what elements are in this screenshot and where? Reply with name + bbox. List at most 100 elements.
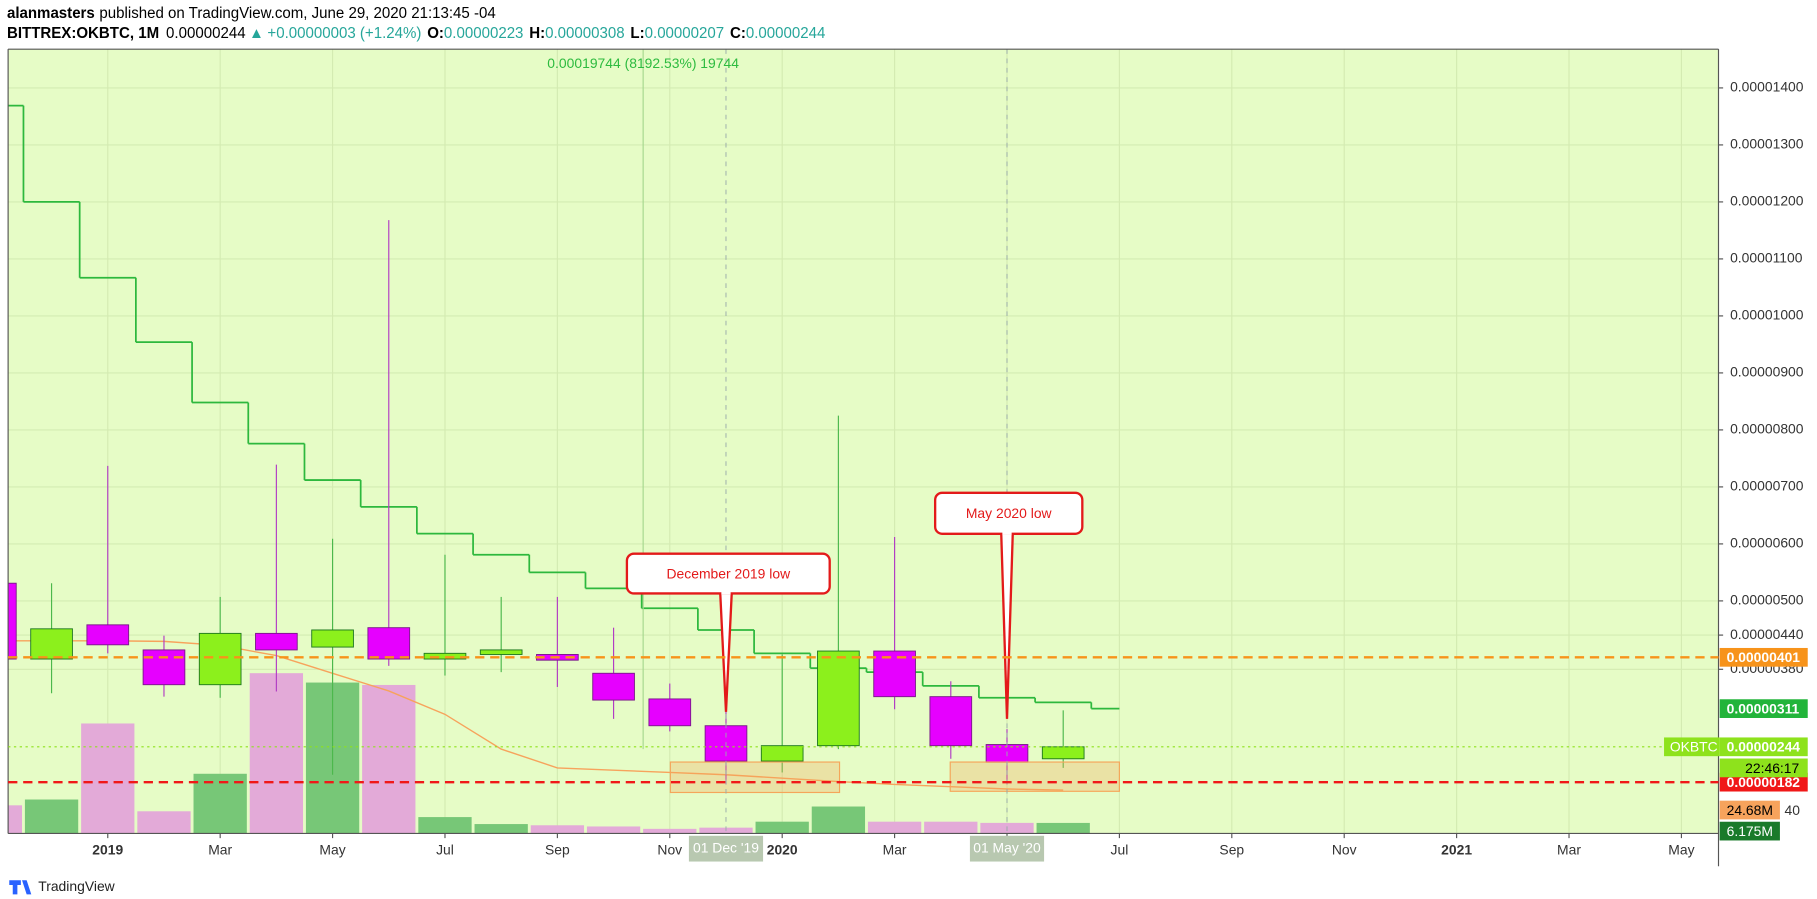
volume-bar	[8, 805, 23, 834]
y-tick-label: 0.00000900	[1730, 364, 1804, 380]
published: published on TradingView.com, June 29, 2…	[99, 5, 495, 22]
marker-prefix: OKBTC	[1670, 739, 1718, 755]
header-line2: BITTREX:OKBTC, 1M 0.00000244 ▲ +0.00000003 …	[7, 25, 825, 42]
y-tick-label: 0.00001300	[1730, 136, 1804, 152]
ohlc-label: H:	[529, 25, 545, 42]
candle-body	[367, 627, 411, 660]
x-tick-label: Nov	[657, 842, 682, 858]
crosshair-label: 01 May '20	[973, 839, 1041, 855]
volume-bar	[530, 825, 585, 834]
volume-bar	[474, 824, 528, 834]
candle-body	[8, 582, 17, 660]
brand: TradingView	[38, 878, 115, 894]
volume-bar	[755, 821, 809, 834]
x-tick-label: Sep	[545, 842, 570, 858]
highlight-zone	[669, 761, 841, 794]
x-tick-label: Jul	[1111, 842, 1129, 858]
y-tick-label: 0.00001200	[1730, 193, 1804, 209]
volume-bar	[586, 826, 641, 834]
change: +0.00000003 (+1.24%)	[267, 25, 421, 42]
x-tick-label: 2021	[1441, 842, 1472, 858]
ohlc-value: 0.00000223	[444, 25, 524, 42]
ohlc-label: L:	[630, 25, 644, 42]
volume-bar	[249, 673, 304, 834]
candle-body	[255, 632, 298, 651]
volume-bar	[24, 799, 79, 834]
ohlc-value: 0.00000308	[545, 25, 625, 42]
volume-bar	[137, 811, 191, 834]
price-marker-bg	[1719, 737, 1808, 757]
y-tick-label: 0.00001100	[1730, 250, 1803, 266]
volume-bar	[81, 723, 135, 834]
candle-body	[198, 632, 242, 686]
author: alanmasters	[7, 5, 95, 22]
y-tick-label: 0.00001000	[1730, 307, 1804, 323]
ma-line	[8, 640, 1064, 791]
candle-body	[479, 649, 523, 655]
footer-logo: TradingView	[9, 878, 116, 895]
callout-gap	[1002, 531, 1012, 535]
candle-body	[1041, 746, 1085, 760]
candle-body	[873, 650, 916, 698]
candle-body	[817, 650, 860, 747]
volume-bar	[811, 806, 866, 834]
highlight-zone	[949, 761, 1120, 792]
volume-bar	[1036, 822, 1090, 834]
x-tick-label: Mar	[208, 842, 232, 858]
x-tick-label: May	[319, 842, 345, 858]
volume-bar	[193, 773, 247, 834]
ohlc-label: C:	[730, 25, 746, 42]
y-tick-label: 0.00000700	[1730, 478, 1804, 494]
price-marker-label: 0.00000244	[1727, 739, 1801, 755]
callout-gap	[721, 591, 731, 595]
ohlc-value: 0.00000244	[746, 25, 826, 42]
x-tick-label: Sep	[1219, 842, 1244, 858]
x-tick-label: Mar	[883, 842, 907, 858]
price-marker-bg	[1719, 772, 1808, 792]
crosshair-label: 01 Dec '19	[693, 839, 759, 855]
last-price: 0.00000244	[166, 25, 246, 42]
y-tick-label: 0.00000800	[1730, 421, 1804, 437]
crosshair-label-bg	[969, 835, 1045, 862]
y-tick-label: 0.00000500	[1730, 592, 1804, 608]
candle-body	[592, 672, 635, 701]
measure-label: 0.00019744 (8192.53%) 19744	[547, 55, 739, 71]
y-tick-label: 0.00000440	[1730, 626, 1804, 642]
marker-prefix-bg	[1664, 737, 1720, 757]
ohlc-value: 0.00000207	[645, 25, 725, 42]
crosshair-label-bg	[688, 835, 764, 862]
candle-body	[311, 629, 354, 648]
volume-bar	[418, 817, 472, 834]
x-tick-label: Mar	[1557, 842, 1581, 858]
callout-text: May 2020 low	[966, 505, 1053, 521]
symbol: BITTREX:OKBTC, 1M	[7, 25, 159, 42]
plot	[8, 49, 1719, 834]
y-tick-label: 0.00000600	[1730, 535, 1804, 551]
volume-marker-bg	[1719, 821, 1780, 841]
candle-body	[648, 698, 692, 727]
x-tick-label: May	[1668, 842, 1694, 858]
volume-bar	[924, 821, 978, 834]
candle-body	[86, 624, 130, 646]
candle-body	[929, 696, 973, 747]
ohlc-label: O:	[427, 25, 444, 42]
y-tick-label: 0.00001400	[1730, 79, 1804, 95]
volume-marker-bg	[1719, 800, 1780, 820]
volume-bar	[867, 821, 922, 834]
x-tick-label: Nov	[1332, 842, 1357, 858]
price-marker-bg	[1719, 647, 1808, 667]
callout-pointer	[719, 592, 733, 712]
countdown-bg	[1719, 758, 1808, 778]
candle-body	[760, 745, 804, 762]
header-line1: alanmasters published on TradingView.com,…	[7, 5, 496, 22]
price-marker-label: 0.00000182	[1727, 774, 1801, 790]
logo-mark	[9, 880, 32, 895]
callout-pointer	[1000, 532, 1014, 719]
x-tick-label: 2020	[767, 842, 798, 858]
volume-marker-label: 6.175M	[1727, 823, 1773, 839]
callout-text: December 2019 low	[667, 565, 792, 581]
price-marker-label: 0.00000311	[1727, 700, 1800, 716]
price-marker-bg	[1719, 699, 1808, 718]
